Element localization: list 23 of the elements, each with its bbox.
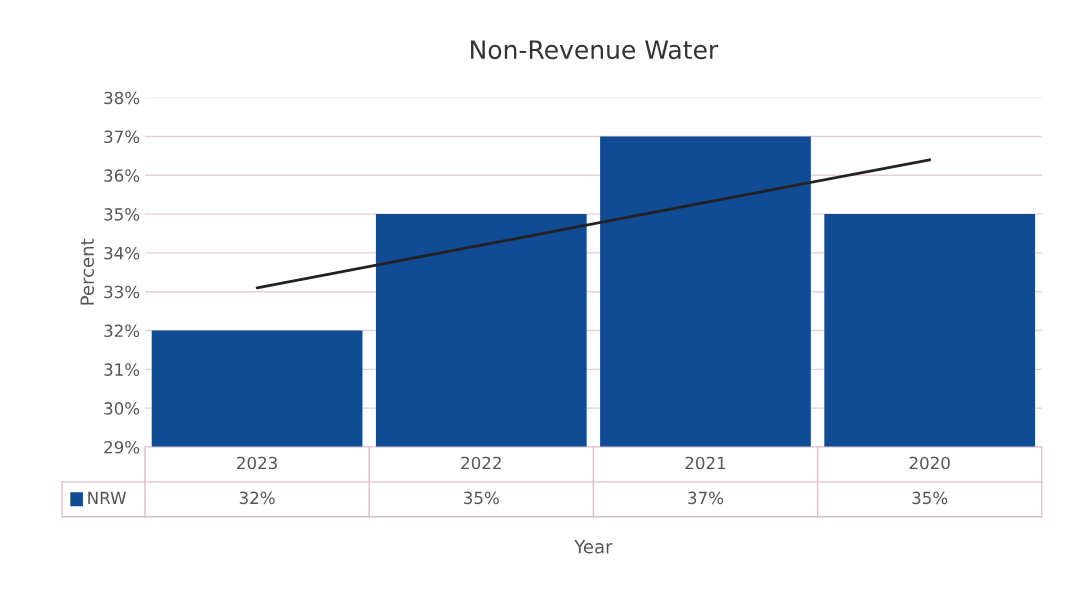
line-series [255, 158, 932, 290]
data-label: 35% [464, 491, 499, 505]
y-tick-label: 29% [104, 440, 140, 454]
y-tick-label: 31% [104, 363, 140, 376]
chart-title: Non-Revenue Water [471, 40, 719, 60]
data-label: 37% [688, 491, 724, 505]
y-tick-label: 33% [104, 285, 140, 299]
x-tick-label: 2023 [237, 456, 277, 470]
x-tick-label: 2020 [909, 456, 950, 470]
data-label: 32% [239, 491, 275, 505]
y-tick-label: 32% [104, 324, 140, 338]
x-tick-label: 2021 [685, 456, 726, 470]
x-tick-label: 2022 [461, 456, 501, 470]
data-label: 35% [912, 491, 948, 505]
y-tick-label: 35% [104, 208, 140, 221]
y-tick-label: 37% [104, 130, 140, 144]
legend-label: NRW [88, 491, 127, 504]
y-tick-label: 34% [104, 246, 140, 260]
y-tick-label: 36% [104, 169, 140, 182]
y-tick-label: 30% [104, 402, 140, 415]
x-axis-title: Year [574, 540, 613, 554]
y-tick-label: 38% [104, 91, 140, 105]
y-axis-title: Percent [80, 238, 95, 305]
